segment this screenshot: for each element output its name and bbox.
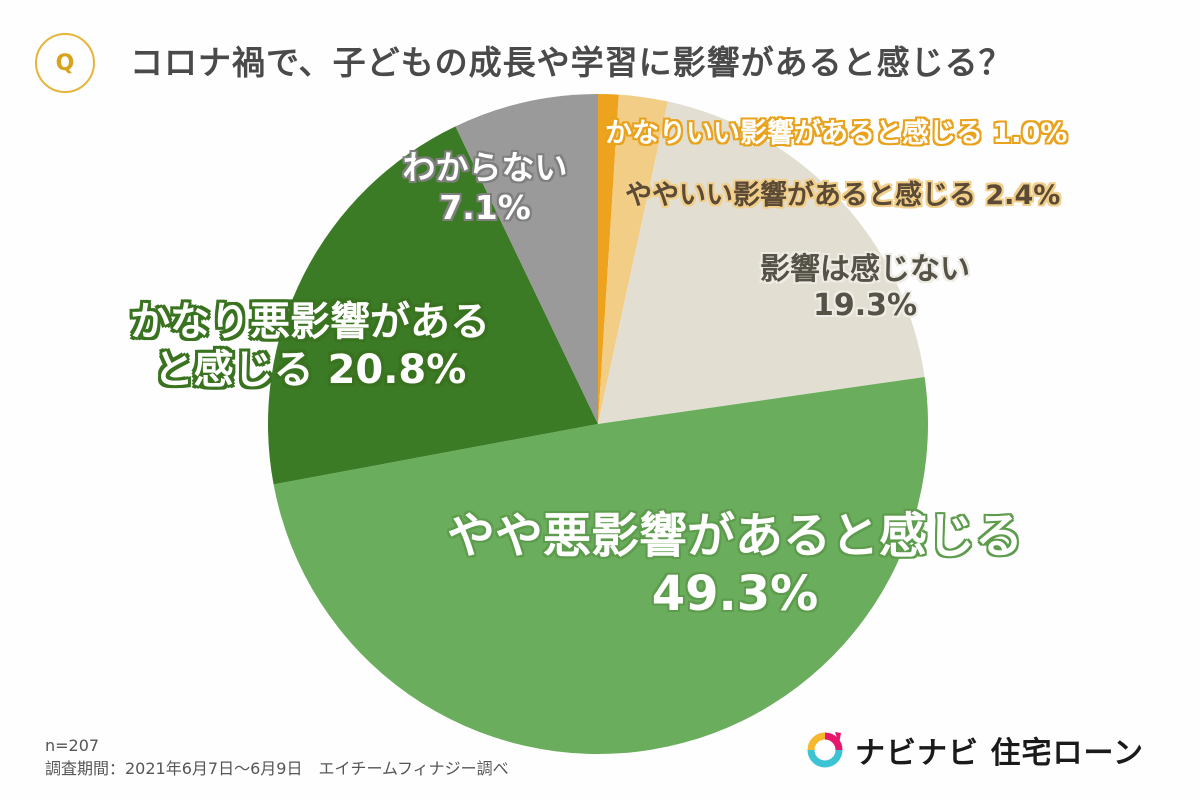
label-no-effect: 影響は感じない 19.3% bbox=[720, 252, 1010, 324]
brand-logo: ナビナビ 住宅ローン bbox=[805, 728, 1144, 772]
label-very-bad-effect: かなり悪影響がある と感じる 20.8% bbox=[95, 298, 525, 394]
label-no-effect-value: 19.3% bbox=[812, 288, 918, 323]
slice-very-bad bbox=[268, 126, 598, 485]
label-some-bad-value: 49.3% bbox=[651, 565, 819, 622]
label-some-bad-name: やや悪影響があると感じる bbox=[446, 508, 1023, 564]
navinavi-ring-icon bbox=[807, 732, 843, 768]
sample-size: n=207 bbox=[45, 736, 100, 755]
slice-some-bad bbox=[273, 376, 929, 755]
question-badge-letter: Q bbox=[55, 50, 75, 76]
slice-unknown bbox=[455, 94, 598, 424]
label-very-bad-value: と感じる 20.8% bbox=[153, 347, 467, 393]
label-very-bad-name: かなり悪影響がある bbox=[130, 299, 490, 345]
survey-period: 調査期間：2021年6月7日～6月9日 エイチームフィナジー調べ bbox=[45, 759, 509, 779]
slice-great-good bbox=[598, 93, 619, 424]
question-badge: Q bbox=[35, 33, 95, 93]
brand-name: ナビナビ 住宅ローン bbox=[855, 736, 1144, 771]
label-some-good-effect: ややいい影響があると感じる 2.4% bbox=[625, 180, 1061, 211]
label-unknown-name: わからない bbox=[402, 148, 568, 187]
label-unknown-value: 7.1% bbox=[439, 187, 531, 227]
chart-title: コロナ禍で、子どもの成長や学習に影響があると感じる？ bbox=[130, 43, 1013, 82]
label-some-bad-effect: やや悪影響があると感じる 49.3% bbox=[390, 508, 1080, 623]
slice-no-effect bbox=[598, 101, 925, 425]
slice-some-good bbox=[598, 94, 669, 425]
footer-notes: n=207 調査期間：2021年6月7日～6月9日 エイチームフィナジー調べ bbox=[45, 734, 509, 780]
label-no-effect-name: 影響は感じない bbox=[760, 252, 970, 287]
label-unknown: わからない 7.1% bbox=[375, 148, 595, 227]
label-great-good-effect: かなりいい影響があると感じる 1.0% bbox=[605, 118, 1068, 149]
